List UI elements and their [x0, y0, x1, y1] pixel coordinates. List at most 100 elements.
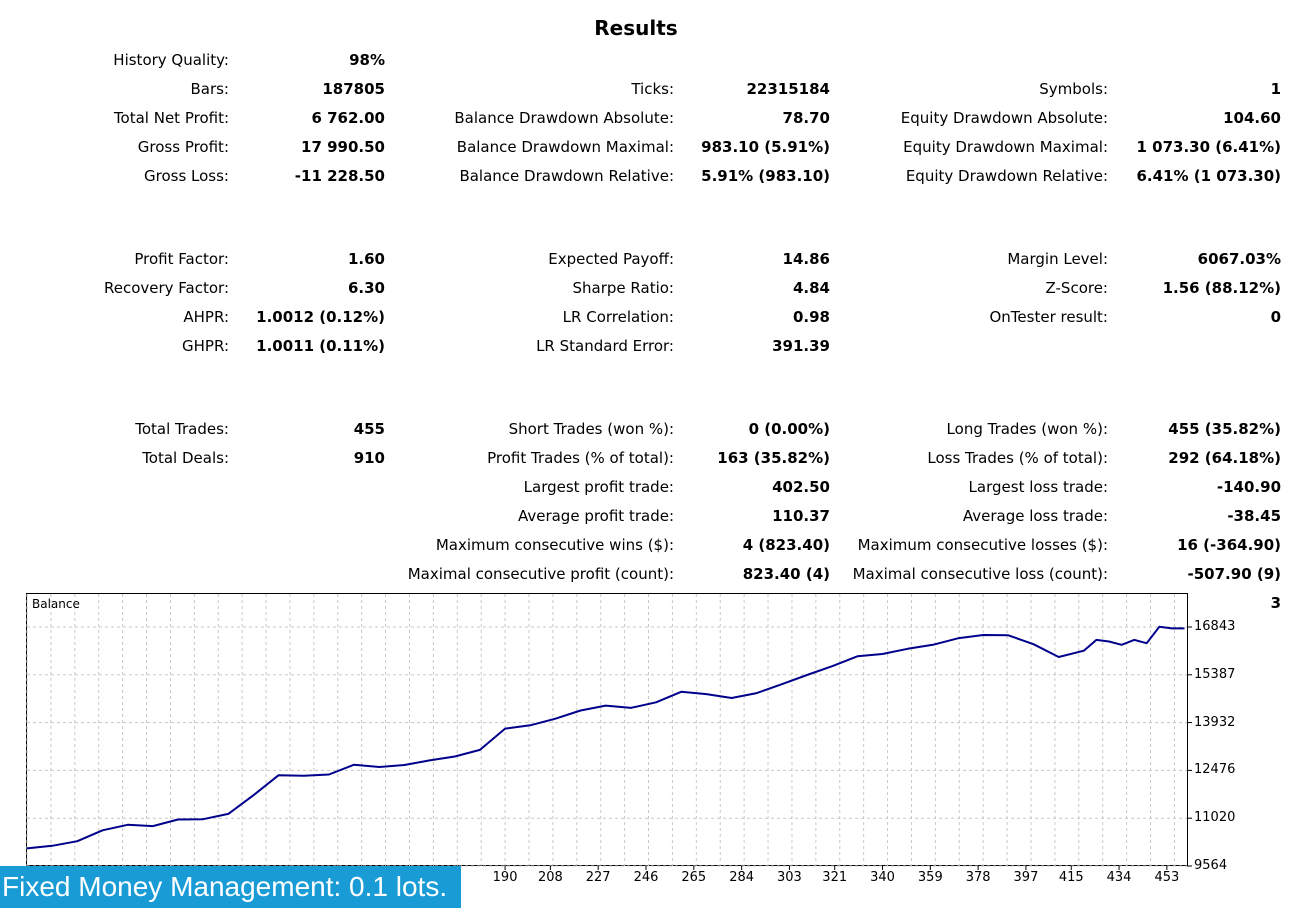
stat-value: 110.37: [772, 507, 830, 525]
x-tick-label: 190: [492, 870, 518, 885]
y-tick-label: 15387: [1194, 666, 1236, 682]
stat-value: 1: [1270, 80, 1281, 98]
x-tick-label: 434: [1106, 870, 1132, 885]
stat-value: 1.0012 (0.12%): [256, 308, 385, 326]
stat-label: Total Deals:: [142, 449, 229, 467]
stat-value: 1 073.30 (6.41%): [1136, 138, 1281, 156]
stat-label: AHPR:: [183, 308, 229, 326]
stat-label: Maximal consecutive profit (count):: [407, 565, 674, 583]
stat-value: 3: [1270, 594, 1281, 612]
stat-value: 455: [353, 420, 385, 438]
stat-label: Expected Payoff:: [548, 250, 674, 268]
stat-label: Balance Drawdown Relative:: [459, 167, 674, 185]
stat-value: 78.70: [782, 109, 830, 127]
stat-label: Balance Drawdown Maximal:: [456, 138, 674, 156]
balance-line: [26, 625, 1185, 850]
y-tick-label: 12476: [1194, 762, 1236, 778]
money-management-badge: Fixed Money Management: 0.1 lots.: [0, 866, 461, 908]
stat-value: -140.90: [1216, 478, 1281, 496]
stat-value: 22315184: [746, 80, 831, 98]
chart-title: Balance: [32, 597, 80, 611]
y-tick-label: 9564: [1194, 858, 1228, 873]
stat-value: 391.39: [772, 337, 830, 355]
x-tick-label: 208: [537, 870, 563, 885]
stat-label: Maximal consecutive loss (count):: [852, 565, 1108, 583]
stat-value: 187805: [322, 80, 385, 98]
stat-value: 0: [1270, 308, 1281, 326]
balance-chart: [26, 593, 1188, 866]
stat-value: 16 (-364.90): [1177, 536, 1281, 554]
stat-label: Recovery Factor:: [103, 279, 229, 297]
stat-value: 402.50: [772, 478, 830, 496]
stat-value: 6067.03%: [1197, 250, 1281, 268]
stat-value: 14.86: [782, 250, 830, 268]
stat-label: Ticks:: [631, 80, 674, 98]
stat-value: 455 (35.82%): [1168, 420, 1281, 438]
x-tick-label: 321: [822, 870, 848, 885]
stat-label: Total Trades:: [135, 420, 229, 438]
stat-label: Long Trades (won %):: [946, 420, 1108, 438]
stat-label: Short Trades (won %):: [508, 420, 674, 438]
stat-value: 1.56 (88.12%): [1162, 279, 1281, 297]
x-tick-label: 397: [1013, 870, 1039, 885]
y-tick-label: 13932: [1194, 714, 1236, 730]
stat-label: Largest profit trade:: [523, 478, 674, 496]
stat-label: Profit Trades (% of total):: [487, 449, 674, 467]
x-tick-label: 303: [777, 870, 802, 885]
x-tick-label: 265: [681, 870, 707, 885]
x-tick-label: 359: [917, 870, 943, 885]
stat-label: Average loss trade:: [962, 507, 1108, 525]
y-tick-label: 16843: [1194, 619, 1236, 634]
stat-label: OnTester result:: [989, 308, 1108, 326]
stat-value: 1.0011 (0.11%): [256, 337, 385, 355]
x-tick-label: 453: [1154, 870, 1180, 885]
stat-label: Margin Level:: [1007, 250, 1108, 268]
stat-value: 0 (0.00%): [748, 420, 830, 438]
stat-value: -507.90 (9): [1187, 565, 1281, 583]
stat-value: 983.10 (5.91%): [701, 138, 830, 156]
stat-label: Profit Factor:: [134, 250, 229, 268]
stat-label: Z-Score:: [1045, 279, 1109, 297]
stat-value: 104.60: [1223, 109, 1281, 127]
stat-value: -38.45: [1227, 507, 1281, 525]
stat-value: 98%: [349, 51, 385, 69]
x-tick-label: 227: [585, 870, 611, 885]
stat-value: 4.84: [792, 279, 830, 297]
stat-label: Equity Drawdown Maximal:: [903, 138, 1108, 156]
stat-label: Symbols:: [1039, 80, 1108, 98]
stat-value: 1.60: [347, 250, 385, 268]
stat-label: LR Standard Error:: [536, 337, 674, 355]
stat-value: 823.40 (4): [742, 565, 830, 583]
y-tick-label: 11020: [1194, 810, 1236, 826]
stat-label: Maximum consecutive losses ($):: [857, 536, 1108, 554]
x-tick-label: 378: [965, 870, 991, 885]
stat-value: 910: [353, 449, 385, 467]
stat-label: History Quality:: [113, 51, 229, 69]
x-tick-label: 415: [1058, 870, 1084, 885]
stat-label: Average profit trade:: [517, 507, 674, 525]
stat-label: Loss Trades (% of total):: [927, 449, 1108, 467]
x-tick-label: 284: [729, 870, 755, 885]
stat-label: LR Correlation:: [562, 308, 674, 326]
stat-label: Sharpe Ratio:: [572, 279, 674, 297]
stat-value: -11 228.50: [294, 167, 385, 185]
stat-value: 6 762.00: [311, 109, 385, 127]
stat-label: GHPR:: [182, 337, 229, 355]
stat-label: Gross Loss:: [144, 167, 229, 185]
stat-value: 17 990.50: [301, 138, 385, 156]
stat-label: Maximum consecutive wins ($):: [435, 536, 674, 554]
stat-value: 4 (823.40): [742, 536, 830, 554]
results-title: Results: [594, 16, 678, 40]
stat-value: 292 (64.18%): [1168, 449, 1281, 467]
stat-label: Balance Drawdown Absolute:: [454, 109, 674, 127]
stat-value: 0.98: [792, 308, 830, 326]
stat-label: Largest loss trade:: [968, 478, 1108, 496]
stat-label: Bars:: [190, 80, 229, 98]
x-tick-label: 246: [633, 870, 659, 885]
stat-value: 6.41% (1 073.30): [1136, 167, 1281, 185]
stat-label: Equity Drawdown Relative:: [905, 167, 1108, 185]
stat-label: Equity Drawdown Absolute:: [900, 109, 1108, 127]
x-tick-label: 340: [870, 870, 895, 885]
stat-value: 5.91% (983.10): [701, 167, 830, 185]
